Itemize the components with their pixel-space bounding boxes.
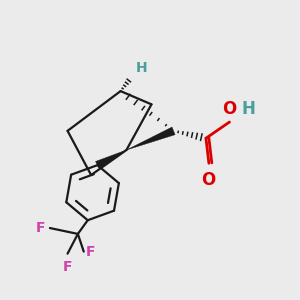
Text: H: H <box>241 100 255 118</box>
Text: F: F <box>36 221 46 235</box>
Text: F: F <box>86 244 96 259</box>
Text: H: H <box>136 61 148 75</box>
Polygon shape <box>126 127 175 150</box>
Text: F: F <box>63 260 72 274</box>
Text: O: O <box>201 172 215 190</box>
Text: O: O <box>222 100 236 118</box>
Polygon shape <box>95 150 126 169</box>
